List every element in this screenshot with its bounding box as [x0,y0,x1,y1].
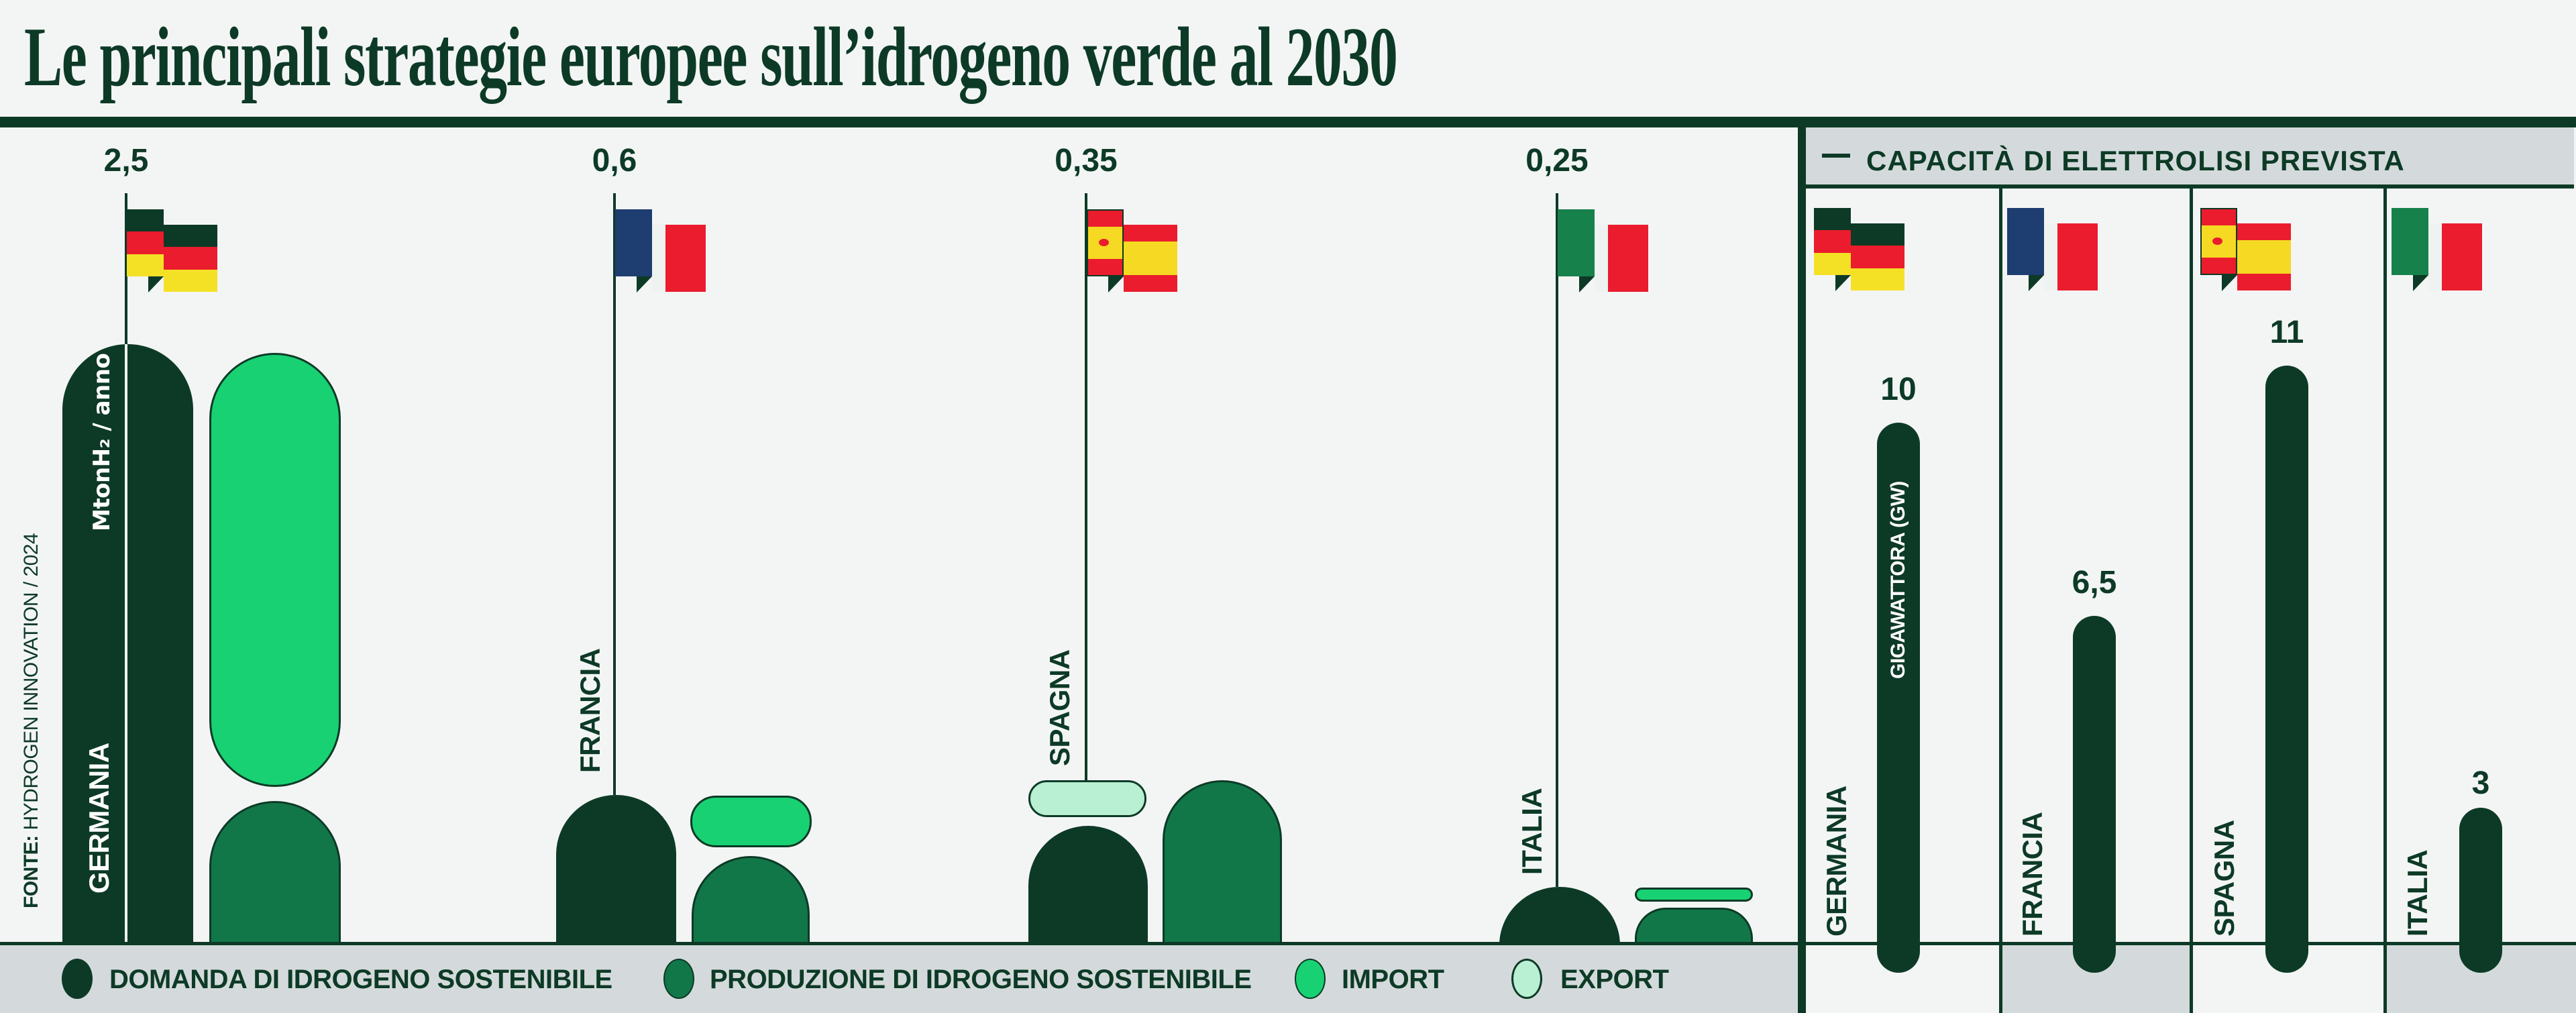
spagna-flagpole [1085,193,1087,780]
germania-label-left: GERMANIA [83,743,115,894]
italy-flag-icon [2392,208,2482,299]
legend-production-icon [663,959,694,999]
francia-gw-value: 6,5 [2072,565,2117,600]
legend-import-label: IMPORT [1342,965,1444,994]
france-flag-icon [2007,208,2098,299]
germany-flag-icon [127,209,217,300]
flag-fold [1835,275,1851,291]
page-title: Le principali strategie europee sull’idr… [24,11,1398,104]
flag-fold [2029,275,2044,291]
baseline [0,942,2576,945]
spagna-label-right: SPAGNA [2208,820,2240,937]
italia-label-left: ITALIA [1516,788,1548,875]
spain-emblem-dot [2212,237,2222,245]
right-axis-unit: GIGAWATTORA (GW) [1887,481,1909,679]
italia-flagpole [1556,193,1558,887]
spagna-demand-bar [1028,826,1148,945]
francia-electrolysis-bar [2073,616,2116,973]
spagna-production-bar [1163,780,1282,945]
spagna-gw-value: 11 [2269,315,2304,350]
francia-demand-bar [556,795,676,945]
italy-flag-icon [1558,209,1648,300]
germania-production-bar [209,801,341,945]
italia-production-bar [1635,908,1753,945]
source-text: HYDROGEN INNOVATION / 2024 [20,533,42,831]
germania-label-right: GERMANIA [1821,786,1852,937]
francia-label-left: FRANCIA [574,648,606,773]
legend-demand-icon [62,959,93,999]
flag-fold [1108,276,1124,292]
flag-fold [2413,275,2428,291]
germany-flag-icon [1814,208,1904,299]
panel-divider [1798,117,1806,1013]
germania-electrolysis-bar [1877,423,1920,973]
france-flag-icon [615,209,706,300]
germania-flagpole [125,193,127,344]
spagna-export-bar [1028,780,1146,817]
germania-demand-bar [62,344,193,945]
source-label: FONTE: [20,835,42,908]
italia-import-bar [1635,888,1753,902]
francia-label-right: FRANCIA [2017,812,2048,937]
header-dash-icon [1822,154,1850,158]
italia-label-right: ITALIA [2402,849,2433,937]
title-rule [0,117,2576,127]
francia-import-bar [690,796,812,847]
column-divider [2190,189,2193,1013]
italia-electrolysis-bar [2459,808,2502,973]
legend-export-icon [1511,959,1542,999]
germania-import-bar [209,353,341,787]
spain-flag-icon [1087,209,1177,300]
right-panel-header-strip [1806,127,2574,189]
francia-flagpole [613,193,616,795]
flag-fold [637,276,652,292]
francia-production-bar [692,856,810,945]
spagna-electrolysis-bar [2265,366,2308,973]
spain-flag-icon [2200,208,2291,299]
flag-fold [148,276,164,292]
flag-fold [2222,275,2237,291]
germania-gw-value: 10 [1880,372,1917,407]
legend-demand-label: DOMANDA DI IDROGENO SOSTENIBILE [109,965,612,994]
column-divider [1999,189,2002,1013]
spagna-demand-value: 0,35 [1055,143,1118,178]
legend-import-icon [1295,959,1326,999]
spagna-label-left: SPAGNA [1044,649,1075,766]
germania-pole-through-bar [125,344,127,942]
legend-production-label: PRODUZIONE DI IDROGENO SOSTENIBILE [710,965,1252,994]
spain-emblem-dot [1099,239,1109,246]
column-divider [2383,189,2387,1013]
germania-demand-value: 2,5 [103,143,149,178]
italia-gw-value: 3 [2471,765,2490,801]
legend-strip [0,945,1798,1013]
italia-demand-value: 0,25 [1525,143,1589,178]
francia-demand-value: 0,6 [592,143,637,178]
legend-export-label: EXPORT [1560,965,1669,994]
flag-fold [1579,276,1595,292]
italia-demand-bar [1499,887,1620,945]
left-axis-unit: MtonH₂ / anno [89,353,115,531]
right-panel-header: CAPACITÀ DI ELETTROLISI PREVISTA [1866,145,2405,176]
source-note: FONTE: HYDROGEN INNOVATION / 2024 [20,533,43,908]
